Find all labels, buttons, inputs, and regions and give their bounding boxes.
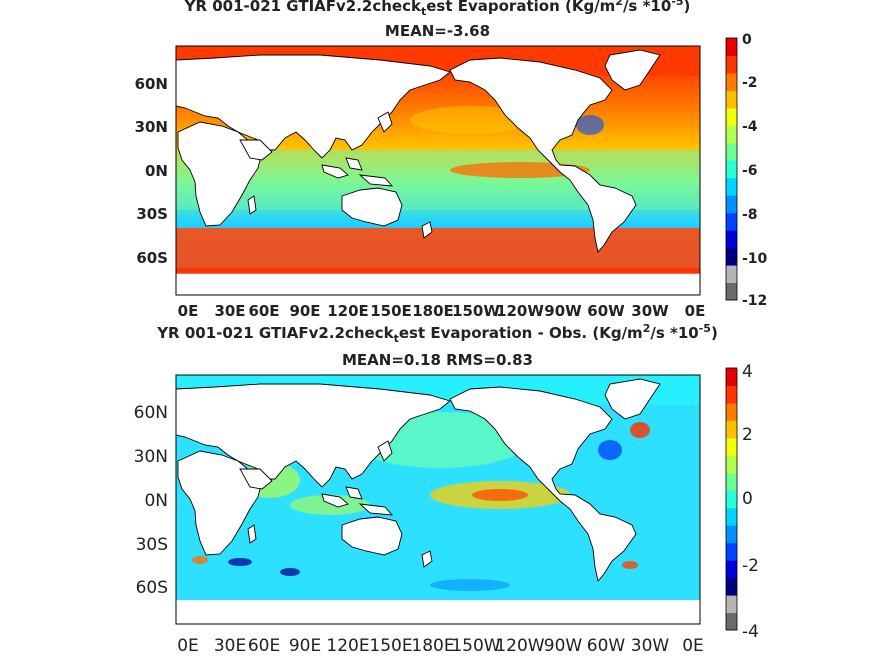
panel1-colorbar-ticks: 0 -2 -4 -6 -8 -10 -12 (742, 32, 768, 309)
panel1-lon-120w: 120W (496, 302, 544, 320)
panel1-colorbar-swatch-5 (726, 195, 737, 214)
panel2-lon-150e: 150E (369, 636, 412, 656)
panel1-map (176, 46, 700, 295)
panel1-colorbar-swatch-1 (726, 265, 737, 284)
panel2-lon-60w: 60W (587, 636, 626, 656)
panel1-cb-tick-m12: -12 (742, 293, 767, 309)
panel2-colorbar-swatch-6 (726, 507, 737, 526)
panel2-colorbar-swatch-13 (726, 385, 737, 404)
panel2-colorbar-swatch-10 (726, 437, 737, 456)
panel1-cb-tick-m10: -10 (742, 251, 768, 267)
panel1-lat-30n: 30N (135, 118, 168, 136)
panel2-colorbar-swatch-4 (726, 542, 737, 561)
panel2-cb-tick-4: 4 (742, 362, 753, 382)
panel2-lon-180e: 180E (411, 636, 454, 656)
panel1-lon-30w: 30W (631, 302, 669, 320)
panel1-colorbar (726, 38, 737, 301)
panel1-lat-0n: 0N (145, 162, 168, 180)
panel1-colorbar-swatch-0 (726, 282, 737, 301)
panel1-lon-0e-end: 0E (685, 302, 706, 320)
panel2-frame (175, 374, 701, 625)
panel2-colorbar-swatch-0 (726, 612, 737, 631)
panel2-lon-120w: 120W (495, 636, 544, 656)
panel1-frame (175, 45, 701, 296)
panel2-lat-60n: 60N (134, 403, 168, 423)
panel2-lon-30e: 30E (214, 636, 246, 656)
panel1-lon-90e: 90E (289, 302, 320, 320)
panel2-cb-tick-m4: -4 (742, 622, 759, 642)
panel2-lon-60e: 60E (248, 636, 280, 656)
panel2-lon-90w: 90W (544, 636, 583, 656)
panel1-colorbar-swatch-12 (726, 72, 737, 91)
panel1-lat-30s: 30S (136, 205, 168, 223)
panel1-cb-tick-m6: -6 (742, 163, 758, 179)
panel2-colorbar (726, 368, 737, 631)
panel1-colorbar-swatch-6 (726, 177, 737, 196)
panel2-lon-labels: 0E 30E 60E 90E 120E 150E 180E 150W 120W … (177, 636, 704, 656)
panel1-colorbar-swatch-14 (726, 38, 737, 56)
panel2-colorbar-swatch-8 (726, 472, 737, 491)
panel2-cb-tick-0: 0 (742, 489, 753, 509)
panel1-colorbar-swatch-13 (726, 55, 737, 74)
panel1-cb-tick-m8: -8 (742, 207, 758, 223)
panel1-lon-150w: 150W (452, 302, 500, 320)
panel2-colorbar-swatch-2 (726, 577, 737, 596)
panel2-title: YR 001-021 GTIAFv2.2checktest Evaporatio… (157, 322, 718, 345)
panel2-lat-30n: 30N (134, 447, 168, 467)
panel1-colorbar-swatch-9 (726, 125, 737, 144)
panel2-colorbar-swatch-1 (726, 595, 737, 614)
panel1-lon-60w: 60W (587, 302, 625, 320)
panel1-cb-tick-m4: -4 (742, 119, 758, 135)
panel2-colorbar-swatch-3 (726, 560, 737, 579)
panel1-lon-30e: 30E (214, 302, 245, 320)
panel1-lon-labels: 0E 30E 60E 90E 120E 150E 180E 150W 120W … (178, 302, 706, 320)
panel1-lon-0e: 0E (178, 302, 199, 320)
panel2-lon-30w: 30W (631, 636, 670, 656)
panel2-lon-90e: 90E (289, 636, 321, 656)
panel2-lon-0e-end: 0E (682, 636, 704, 656)
panel2-stats: MEAN=0.18 RMS=0.83 (342, 351, 533, 369)
panel2-lat-0n: 0N (144, 491, 168, 511)
panel2-colorbar-swatch-11 (726, 420, 737, 439)
panel1-title: YR 001-021 GTIAFv2.2checktest Evaporatio… (184, 0, 691, 18)
panel2-lat-60s: 60S (136, 578, 168, 598)
panel2-colorbar-ticks: 4 2 0 -2 -4 (742, 362, 759, 642)
panel1-lon-90w: 90W (544, 302, 582, 320)
panel1-colorbar-swatch-11 (726, 90, 737, 109)
panel1-cb-tick-m2: -2 (742, 75, 758, 91)
panel2-lat-labels: 60N 30N 0N 30S 60S (134, 403, 168, 598)
panel2-colorbar-swatch-14 (726, 368, 737, 386)
panel2-colorbar-frame (725, 367, 738, 631)
panel2-colorbar-swatch-7 (726, 490, 737, 509)
panel1-lat-60s: 60S (136, 249, 168, 267)
panel1-lat-60n: 60N (135, 75, 168, 93)
panel1-colorbar-swatch-8 (726, 142, 737, 161)
panel1-cb-tick-0: 0 (742, 32, 752, 48)
panel2-colorbar-swatch-9 (726, 455, 737, 474)
panel2-map (176, 375, 700, 624)
panel1-lon-150e: 150E (370, 302, 412, 320)
panel1-colorbar-swatch-10 (726, 107, 737, 126)
panel1-stats: MEAN=-3.68 (384, 22, 491, 40)
panel1-lon-60e: 60E (248, 302, 279, 320)
panel2-cb-tick-2: 2 (742, 425, 753, 445)
panel2-lat-30s: 30S (136, 535, 168, 555)
panel2-colorbar-swatch-5 (726, 525, 737, 544)
panel1-lat-labels: 60N 30N 0N 30S 60S (135, 75, 168, 267)
panel1-colorbar-swatch-3 (726, 230, 737, 249)
panel2-lon-0e: 0E (177, 636, 199, 656)
panel2-colorbar-swatch-12 (726, 402, 737, 421)
panel2-cb-tick-m2: -2 (742, 556, 759, 576)
panel1-lon-180e: 180E (412, 302, 454, 320)
panel2-lon-150w: 150W (451, 636, 500, 656)
panel1-colorbar-swatch-2 (726, 247, 737, 266)
panel2-lon-120e: 120E (326, 636, 369, 656)
panel1-colorbar-swatch-7 (726, 160, 737, 179)
panel1-colorbar-frame (725, 37, 738, 301)
panel1-colorbar-swatch-4 (726, 212, 737, 231)
panel1-lon-120e: 120E (327, 302, 369, 320)
